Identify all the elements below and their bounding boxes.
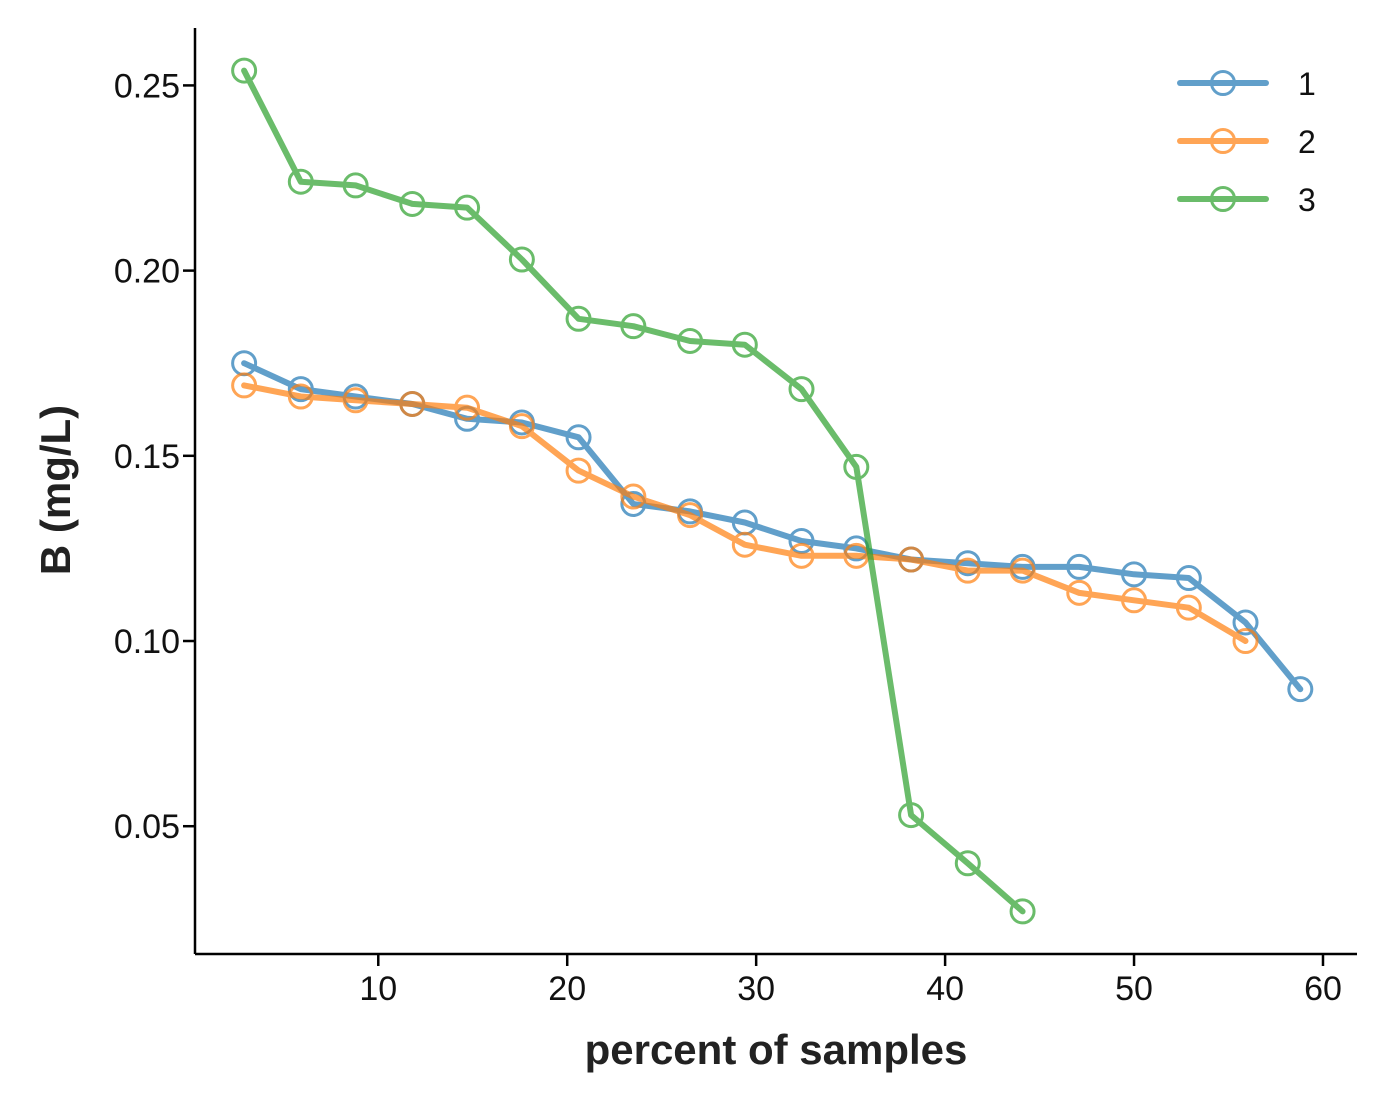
x-tick-label: 50: [1115, 970, 1153, 1008]
data-point: [843, 453, 870, 480]
data-point: [565, 457, 592, 484]
data-point: [342, 387, 369, 414]
data-point: [508, 413, 535, 440]
data-point: [1287, 676, 1314, 703]
series-2: [231, 372, 1259, 655]
y-axis-title: B (mg/L): [32, 405, 79, 575]
y-tick-label: 0.05: [114, 808, 180, 846]
x-tick-label: 60: [1304, 970, 1342, 1008]
data-point: [954, 557, 981, 584]
data-point: [287, 383, 314, 410]
data-point: [565, 424, 592, 451]
data-point: [788, 376, 815, 403]
series-layer: [231, 57, 1314, 925]
legend-swatch-marker: [1210, 128, 1236, 154]
legend-swatch: [1177, 186, 1269, 212]
data-point: [1121, 561, 1148, 588]
data-point: [231, 372, 258, 399]
data-point: [954, 850, 981, 877]
data-point: [1121, 587, 1148, 614]
data-point: [898, 546, 925, 573]
series-line: [241, 382, 1249, 644]
data-point: [788, 542, 815, 569]
data-point: [677, 327, 704, 354]
series-line: [241, 67, 1026, 915]
data-point: [399, 390, 426, 417]
data-point: [1066, 579, 1093, 606]
x-tick-label: 30: [737, 970, 775, 1008]
data-point: [454, 194, 481, 221]
data-point: [399, 190, 426, 217]
data-point: [1009, 898, 1036, 925]
data-point: [620, 313, 647, 340]
data-point: [1009, 557, 1036, 584]
data-point: [731, 331, 758, 358]
legend-label: 3: [1298, 182, 1316, 218]
data-point: [342, 172, 369, 199]
data-point: [1066, 553, 1093, 580]
y-tick-label: 0.25: [114, 67, 180, 105]
data-point: [620, 490, 647, 517]
data-point: [731, 531, 758, 558]
data-point: [231, 57, 258, 84]
x-tick-label: 40: [926, 970, 964, 1008]
data-point: [287, 376, 314, 403]
legend-swatch: [1177, 128, 1269, 154]
y-tick-label: 0.10: [114, 623, 180, 661]
legend-swatch-marker: [1210, 186, 1236, 212]
y-tick-label: 0.20: [114, 253, 180, 291]
data-point: [565, 305, 592, 332]
legend-entry-3: 3: [1177, 182, 1316, 218]
legend-label: 2: [1298, 124, 1316, 160]
data-point: [788, 528, 815, 555]
data-point: [954, 550, 981, 577]
data-point: [454, 394, 481, 421]
series-3: [231, 57, 1036, 925]
x-axis-title: percent of samples: [585, 1026, 968, 1073]
legend-swatch: [1177, 70, 1269, 96]
legend-entry-2: 2: [1177, 124, 1316, 160]
data-point: [898, 802, 925, 829]
data-point: [1232, 609, 1259, 636]
legend-label: 1: [1298, 66, 1316, 102]
legend-swatch-marker: [1210, 70, 1236, 96]
data-point: [287, 168, 314, 195]
x-tick-label: 10: [359, 970, 397, 1008]
data-point: [1175, 565, 1202, 592]
x-tick-label: 20: [548, 970, 586, 1008]
data-point: [1175, 594, 1202, 621]
axes-layer: [193, 28, 1357, 956]
data-point: [508, 246, 535, 273]
data-point: [677, 502, 704, 529]
ticks-layer: 10 20 30 40 50 60 0.05 0.10 0.15 0.20 0.25: [114, 67, 1342, 1008]
legend-entry-1: 1: [1177, 66, 1316, 102]
data-point: [620, 483, 647, 510]
y-tick-label: 0.15: [114, 438, 180, 476]
data-point: [1232, 628, 1259, 655]
legend: 1 2 3: [1177, 66, 1316, 218]
